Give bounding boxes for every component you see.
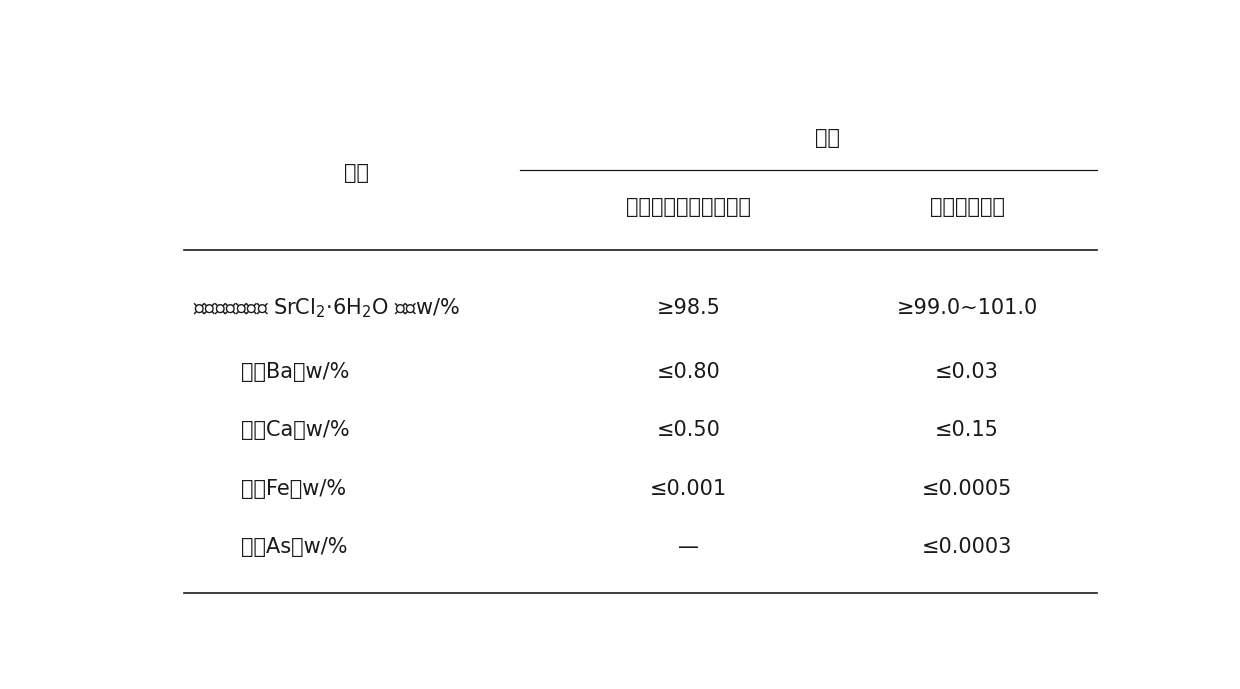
Text: 项目: 项目 [345, 163, 370, 183]
Text: 指标: 指标 [815, 128, 841, 148]
Text: ≤0.15: ≤0.15 [935, 420, 999, 440]
Text: 锶钙钡合量（以 SrCl$_2$·6H$_2$O 计）w/%: 锶钙钡合量（以 SrCl$_2$·6H$_2$O 计）w/% [193, 296, 460, 320]
Text: ≤0.0003: ≤0.0003 [921, 537, 1012, 557]
Text: ≤0.0005: ≤0.0005 [921, 479, 1012, 499]
Text: 钡（Ba）w/%: 钡（Ba）w/% [242, 362, 350, 382]
Text: ≥99.0~101.0: ≥99.0~101.0 [897, 298, 1038, 318]
Text: 钙（Ca）w/%: 钙（Ca）w/% [242, 420, 350, 440]
Text: 牙膏用氯化锶: 牙膏用氯化锶 [930, 197, 1004, 217]
Text: 砷（As）w/%: 砷（As）w/% [242, 537, 348, 557]
Text: ≤0.80: ≤0.80 [656, 362, 720, 382]
Text: 工业氯化锶（一等品）: 工业氯化锶（一等品） [626, 197, 751, 217]
Text: 铁（Fe）w/%: 铁（Fe）w/% [242, 479, 347, 499]
Text: ≤0.001: ≤0.001 [650, 479, 727, 499]
Text: ≤0.50: ≤0.50 [656, 420, 720, 440]
Text: ≥98.5: ≥98.5 [656, 298, 720, 318]
Text: ≤0.03: ≤0.03 [935, 362, 999, 382]
Text: —: — [678, 537, 699, 557]
